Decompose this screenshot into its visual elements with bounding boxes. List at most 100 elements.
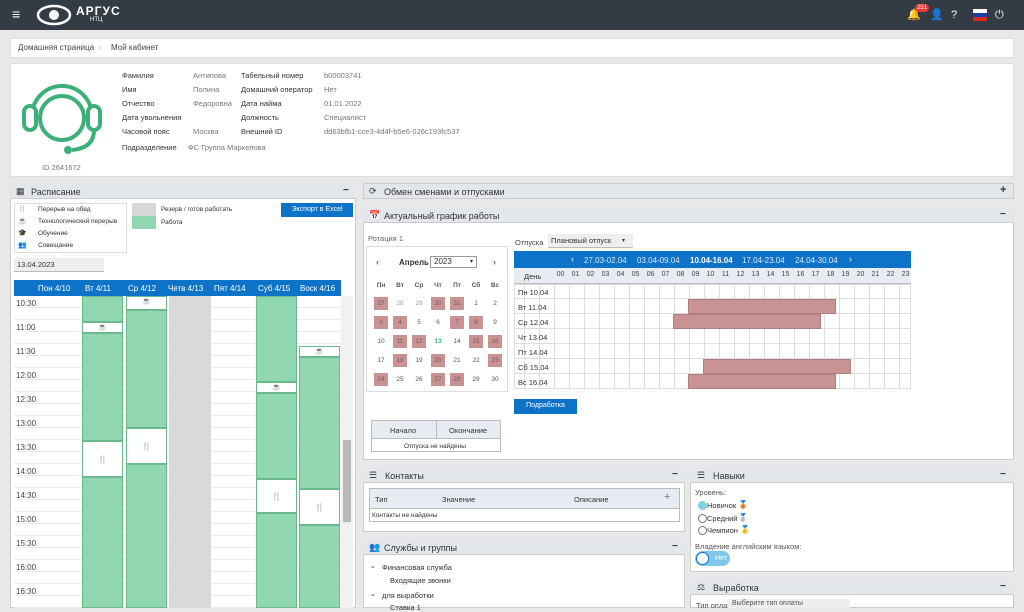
coffee-icon[interactable]: ☕ (299, 346, 340, 357)
level-middle[interactable]: Средний (707, 514, 738, 523)
collapse-icon[interactable]: − (672, 469, 678, 480)
week-tab[interactable]: 17.04-23.04 (742, 256, 785, 265)
coffee-icon[interactable]: ☕ (126, 296, 167, 310)
work-bar[interactable] (673, 314, 821, 329)
calendar-day[interactable]: 24 (374, 373, 388, 386)
calendar-day[interactable]: 5 (417, 319, 421, 326)
collapse-icon[interactable]: − (1000, 209, 1006, 220)
week-tab-active[interactable]: 10.04-16.04 (690, 256, 733, 265)
calendar-day[interactable]: 28 (450, 373, 464, 386)
work-block[interactable] (82, 477, 123, 608)
help-icon[interactable]: ? (951, 9, 958, 21)
date-input[interactable]: 13.04.2023 (14, 258, 104, 272)
calendar-day[interactable]: 25 (396, 376, 404, 383)
calendar-day[interactable]: 23 (488, 354, 502, 367)
toggle-knob[interactable] (696, 552, 709, 565)
week-tab[interactable]: 24.04-30.04 (795, 256, 838, 265)
pay-type-select[interactable]: Выберите тип оплаты (728, 599, 850, 608)
calendar-day[interactable]: 6 (436, 319, 440, 326)
russian-flag-icon[interactable] (973, 9, 987, 21)
coffee-icon[interactable]: ☕ (82, 322, 123, 333)
chevron-left-icon[interactable]: ‹ (571, 254, 574, 264)
breadcrumb-home[interactable]: Домашняя страница (18, 43, 95, 52)
chevron-right-icon[interactable]: › (493, 257, 496, 267)
bell-icon[interactable]: 🔔 (907, 9, 921, 21)
calendar-day[interactable]: 16 (488, 335, 502, 348)
menu-icon[interactable]: ≡ (12, 6, 21, 22)
calendar-day[interactable]: 18 (393, 354, 407, 367)
work-bar[interactable] (688, 374, 836, 389)
coffee-icon[interactable]: ☕ (256, 382, 297, 393)
calendar-day[interactable]: 29 (415, 300, 423, 307)
year-select[interactable]: 2023 (430, 256, 477, 268)
level-champion[interactable]: Чемпион (707, 526, 738, 535)
calendar-day[interactable]: 19 (415, 357, 423, 364)
work-block[interactable] (299, 525, 340, 608)
calendar-day[interactable]: 2 (493, 300, 497, 307)
fork-knife-icon[interactable]: 🍴 (299, 489, 340, 525)
calendar-day[interactable]: 22 (472, 357, 480, 364)
work-block[interactable] (82, 296, 123, 322)
power-icon[interactable]: ⏻ (995, 9, 1004, 21)
week-tab[interactable]: 27.03-02.04 (584, 256, 627, 265)
radio-novice[interactable] (698, 501, 707, 510)
calendar-day[interactable]: 14 (453, 338, 461, 345)
calendar-day[interactable]: 4 (393, 316, 407, 329)
calendar-day[interactable]: 11 (393, 335, 407, 348)
calendar-day[interactable]: 10 (377, 338, 385, 345)
service-item[interactable]: Финансовая служба (382, 563, 452, 572)
work-block[interactable] (126, 310, 167, 428)
service-subitem[interactable]: Входящие звонки (390, 576, 451, 585)
calendar-day[interactable]: 30 (431, 297, 445, 310)
radio-middle[interactable] (698, 514, 707, 523)
chevron-left-icon[interactable]: ‹ (376, 257, 379, 267)
calendar-day[interactable]: 15 (469, 335, 483, 348)
work-bar[interactable] (688, 299, 836, 314)
vacation-type-select[interactable]: Плановый отпуск (548, 234, 633, 248)
fork-knife-icon[interactable]: 🍴 (82, 441, 123, 477)
calendar-day[interactable]: 30 (491, 376, 499, 383)
work-block[interactable] (82, 333, 123, 441)
chevron-down-icon[interactable]: ⌄ (370, 591, 376, 598)
work-bar[interactable] (703, 359, 851, 374)
level-novice[interactable]: Новичок (707, 501, 737, 510)
fork-knife-icon[interactable]: 🍴 (256, 479, 297, 513)
collapse-icon[interactable]: − (343, 185, 349, 196)
swap-header[interactable] (363, 183, 1014, 199)
work-block[interactable] (299, 357, 340, 489)
work-block[interactable] (256, 296, 297, 382)
chevron-down-icon[interactable]: ⌄ (370, 563, 376, 570)
radio-champion[interactable] (698, 526, 707, 535)
collapse-icon[interactable]: − (1000, 469, 1006, 480)
calendar-day[interactable]: 3 (374, 316, 388, 329)
work-block[interactable] (256, 393, 297, 479)
scrollbar-thumb[interactable] (343, 440, 351, 522)
week-tab[interactable]: 03.04-09.04 (637, 256, 680, 265)
calendar-day[interactable]: 27 (374, 297, 388, 310)
calendar-day[interactable]: 8 (469, 316, 483, 329)
calendar-day[interactable]: 31 (450, 297, 464, 310)
calendar-day[interactable]: 20 (431, 354, 445, 367)
calendar-day[interactable]: 29 (472, 376, 480, 383)
calendar-day[interactable]: 17 (377, 357, 385, 364)
export-excel-button[interactable]: Экспорт в Excel (281, 203, 353, 217)
calendar-day[interactable]: 12 (412, 335, 426, 348)
work-block[interactable] (256, 513, 297, 608)
user-icon[interactable]: 👤 (930, 9, 944, 21)
collapse-icon[interactable]: − (672, 541, 678, 552)
side-job-button[interactable]: Подработка (514, 399, 577, 414)
calendar-day[interactable]: 9 (493, 319, 497, 326)
chevron-right-icon[interactable]: › (849, 254, 852, 264)
calendar-day[interactable]: 7 (450, 316, 464, 329)
expand-icon[interactable]: + (1000, 184, 1007, 196)
fork-knife-icon[interactable]: 🍴 (126, 428, 167, 464)
calendar-today[interactable]: 13 (434, 338, 442, 345)
work-block[interactable] (126, 464, 167, 608)
calendar-day[interactable]: 27 (431, 373, 445, 386)
add-contact-icon[interactable]: + (664, 491, 671, 503)
service-item[interactable]: для выработки (382, 591, 434, 600)
calendar-day[interactable]: 26 (415, 376, 423, 383)
calendar-day[interactable]: 1 (474, 300, 478, 307)
collapse-icon[interactable]: − (1000, 581, 1006, 592)
calendar-day[interactable]: 21 (453, 357, 461, 364)
